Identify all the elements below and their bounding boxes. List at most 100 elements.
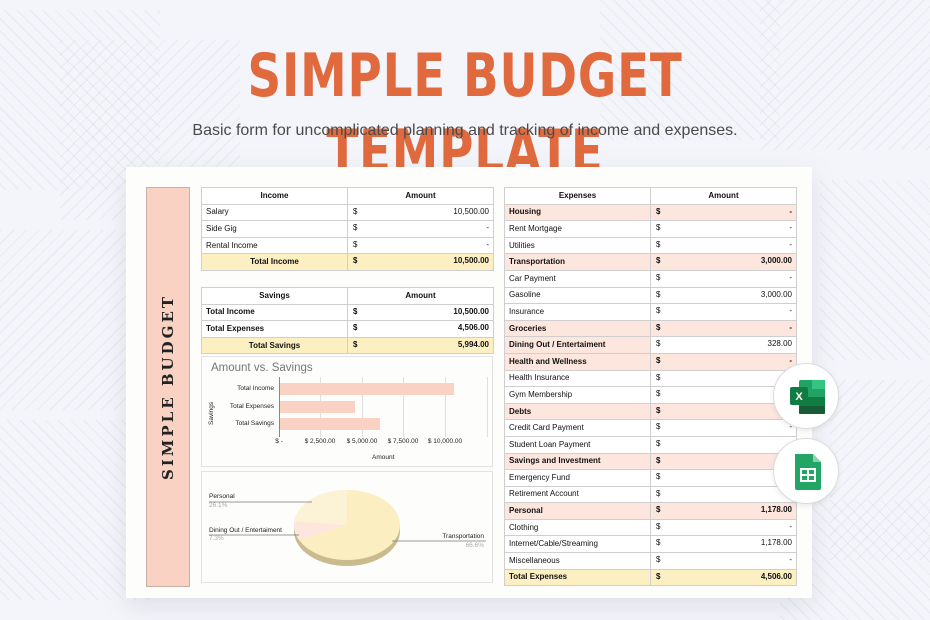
table-row[interactable]: Internet/Cable/Streaming $1,178.00 [504, 535, 797, 554]
row-amount[interactable]: $- [650, 269, 797, 288]
total-row[interactable]: Total Savings $5,994.00 [201, 336, 494, 355]
category-row[interactable]: Savings and Investment$- [504, 452, 797, 471]
total-label[interactable]: Total Expenses [504, 568, 651, 587]
row-label[interactable]: Dining Out / Entertaiment [504, 336, 651, 354]
row-label[interactable]: Insurance [504, 303, 651, 321]
x-tick: $ - [275, 438, 283, 445]
row-amount[interactable]: $1,178.00 [650, 535, 797, 554]
table-row[interactable]: Credit Card Payment $ - [504, 419, 797, 437]
row-label[interactable]: Health and Wellness [504, 352, 651, 371]
row-label[interactable]: Emergency Fund [504, 469, 651, 487]
table-row[interactable]: Rental Income $ - [201, 236, 494, 255]
row-label[interactable]: Miscellaneous [504, 552, 651, 570]
row-amount[interactable]: $- [650, 435, 797, 454]
row-label[interactable]: Total Income [201, 303, 348, 322]
row-label[interactable]: Side Gig [201, 220, 348, 238]
row-amount[interactable]: $328.00 [650, 336, 797, 354]
row-label[interactable]: Utilities [504, 236, 651, 255]
row-label[interactable]: Car Payment [504, 269, 651, 288]
row-amount[interactable]: $- [650, 220, 797, 238]
excel-badge[interactable]: X [773, 363, 839, 429]
table-row[interactable]: Salary $10,500.00 [201, 203, 494, 222]
category-row[interactable]: Transportation $3,000.00 [504, 253, 797, 271]
row-label[interactable]: Housing [504, 203, 651, 222]
pie-chart[interactable]: Personal 26.1% Dining Out / Entertaiment… [201, 471, 493, 583]
row-amount[interactable]: $- [650, 419, 797, 437]
category-row[interactable]: Housing $ - [504, 203, 797, 222]
table-row[interactable]: Car Payment $ - [504, 269, 797, 288]
row-amount[interactable]: $10,500.00 [347, 203, 494, 222]
table-row[interactable]: Student Loan Payment$- [504, 435, 797, 454]
total-row[interactable]: Total Expenses $4,506.00 [504, 568, 797, 587]
bar-total-savings[interactable] [280, 418, 380, 430]
table-row[interactable]: Gasoline $3,000.00 [504, 286, 797, 305]
table-row[interactable]: Total Expenses $4,506.00 [201, 320, 494, 338]
bar-total-income[interactable] [280, 383, 454, 395]
total-amount[interactable]: $10,500.00 [347, 253, 494, 271]
table-row[interactable]: Utilities $ - [504, 236, 797, 255]
row-amount[interactable]: $4,506.00 [347, 320, 494, 338]
row-amount[interactable]: $- [650, 303, 797, 321]
category-row[interactable]: Health and Wellness $ - [504, 352, 797, 371]
row-amount[interactable]: $1,178.00 [650, 502, 797, 520]
row-label[interactable]: Savings and Investment [504, 452, 651, 471]
total-label[interactable]: Total Income [201, 253, 348, 271]
table-row[interactable]: Clothing $ - [504, 518, 797, 537]
row-amount[interactable]: $- [650, 369, 797, 388]
row-amount[interactable]: $- [650, 319, 797, 338]
y-axis-label: Savings [208, 401, 215, 425]
google-sheets-badge[interactable] [773, 438, 839, 504]
x-axis-label: Amount [372, 454, 395, 461]
category-row[interactable]: Debts$- [504, 402, 797, 421]
table-row[interactable]: Rent Mortgage $ - [504, 220, 797, 238]
row-amount[interactable]: $- [650, 402, 797, 421]
row-label[interactable]: Retirement Account [504, 485, 651, 504]
row-label[interactable]: Groceries [504, 319, 651, 338]
category-row[interactable]: Personal $1,178.00 [504, 502, 797, 520]
table-row[interactable]: Retirement Account$- [504, 485, 797, 504]
row-amount[interactable]: $- [650, 236, 797, 255]
row-label[interactable]: Debts [504, 402, 651, 421]
row-amount[interactable]: $3,000.00 [650, 286, 797, 305]
table-row[interactable]: Insurance $ - [504, 303, 797, 321]
row-amount[interactable]: $- [347, 236, 494, 255]
row-label[interactable]: Transportation [504, 253, 651, 271]
row-label[interactable]: Internet/Cable/Streaming [504, 535, 651, 554]
table-row[interactable]: Miscellaneous $ - [504, 552, 797, 570]
row-label[interactable]: Health Insurance [504, 369, 651, 388]
row-label[interactable]: Rental Income [201, 236, 348, 255]
row-amount[interactable]: $- [650, 552, 797, 570]
row-label[interactable]: Personal [504, 502, 651, 520]
row-amount[interactable]: $- [650, 203, 797, 222]
row-amount[interactable]: $- [650, 518, 797, 537]
table-row[interactable]: Gym Membership$- [504, 386, 797, 404]
expenses-header-row: Expenses Amount [504, 187, 797, 205]
row-amount[interactable]: $3,000.00 [650, 253, 797, 271]
table-row[interactable]: Emergency Fund$- [504, 469, 797, 487]
row-label[interactable]: Credit Card Payment [504, 419, 651, 437]
table-row[interactable]: Health Insurance$- [504, 369, 797, 388]
bar-total-expenses[interactable] [280, 401, 355, 413]
total-label[interactable]: Total Savings [201, 336, 348, 355]
row-label[interactable]: Student Loan Payment [504, 435, 651, 454]
row-amount[interactable]: $- [650, 452, 797, 471]
row-label[interactable]: Rent Mortgage [504, 220, 651, 238]
row-amount[interactable]: $- [347, 220, 494, 238]
table-row[interactable]: Total Income $10,500.00 [201, 303, 494, 322]
row-label[interactable]: Clothing [504, 518, 651, 537]
total-amount[interactable]: $5,994.00 [347, 336, 494, 355]
category-label: Total Expenses [229, 403, 274, 410]
row-label[interactable]: Salary [201, 203, 348, 222]
bar-chart[interactable]: Amount vs. Savings Savings Total Income … [201, 356, 493, 467]
x-tick: $ 7,500.00 [387, 438, 419, 445]
table-row[interactable]: Side Gig $ - [201, 220, 494, 238]
category-row[interactable]: Dining Out / Entertaiment $328.00 [504, 336, 797, 354]
total-amount[interactable]: $4,506.00 [650, 568, 797, 587]
row-label[interactable]: Gym Membership [504, 386, 651, 404]
row-label[interactable]: Total Expenses [201, 320, 348, 338]
row-label[interactable]: Gasoline [504, 286, 651, 305]
category-row[interactable]: Groceries $ - [504, 319, 797, 338]
total-row[interactable]: Total Income $10,500.00 [201, 253, 494, 271]
row-amount[interactable]: $10,500.00 [347, 303, 494, 322]
savings-header-row: Savings Amount [201, 287, 494, 305]
